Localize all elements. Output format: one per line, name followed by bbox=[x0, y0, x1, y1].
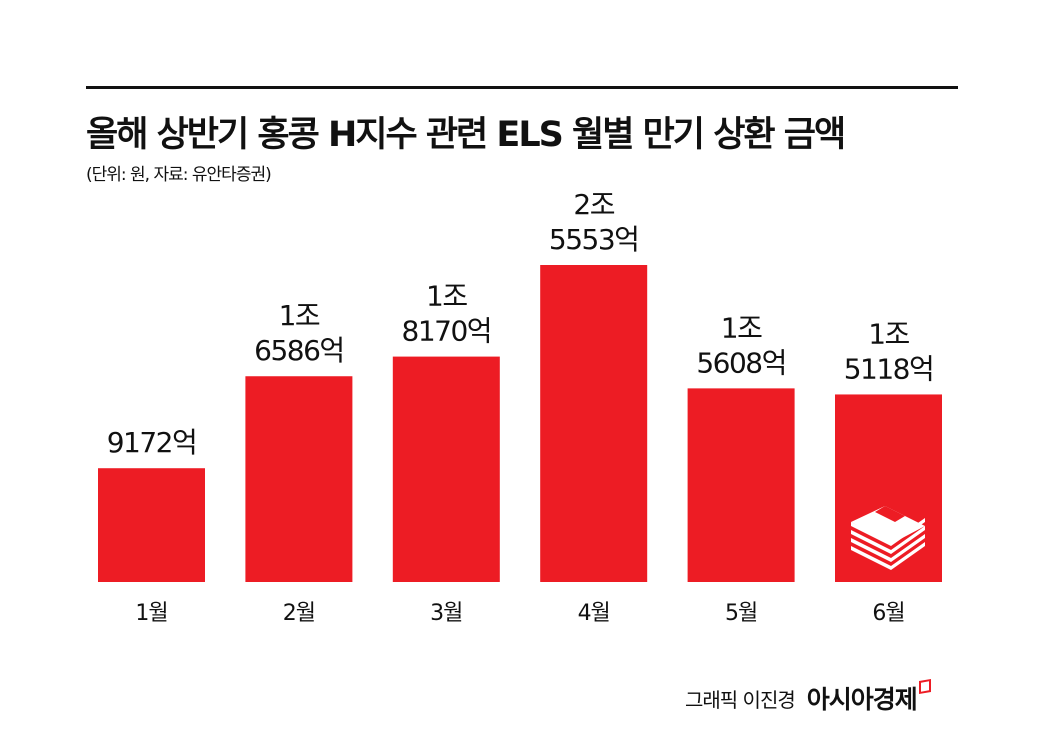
bar-4 bbox=[540, 265, 648, 582]
x-tick-label: 5월 bbox=[725, 601, 757, 626]
x-tick-label: 4월 bbox=[578, 601, 610, 626]
publisher-logo: 아시아경제 bbox=[806, 678, 931, 716]
chart-title: 올해 상반기 홍콩 H지수 관련 ELS 월별 만기 상환 금액 bbox=[86, 115, 846, 155]
logo-mark-icon bbox=[918, 678, 931, 695]
data-label: 5608억 bbox=[696, 346, 786, 379]
money-stack-icon bbox=[851, 506, 925, 570]
bar-3 bbox=[392, 356, 500, 582]
top-rule bbox=[86, 86, 958, 89]
bar-1 bbox=[98, 468, 205, 582]
data-label: 9172억 bbox=[107, 426, 197, 459]
data-label: 1조 bbox=[426, 280, 467, 313]
bar-6 bbox=[835, 394, 942, 582]
data-label: 1조 bbox=[279, 299, 320, 332]
data-label: 2조 bbox=[573, 188, 614, 221]
bar-2 bbox=[245, 376, 353, 582]
x-tick-label: 3월 bbox=[430, 601, 462, 626]
data-label: 5553억 bbox=[549, 223, 639, 256]
data-label: 1조 bbox=[721, 311, 762, 344]
data-label: 6586억 bbox=[254, 334, 344, 367]
data-label: 1조 bbox=[868, 317, 909, 350]
data-label: 5118억 bbox=[844, 352, 934, 385]
data-label: 8170억 bbox=[402, 315, 492, 348]
credit-line: 그래픽 이진경 아시아경제 bbox=[685, 678, 931, 716]
chart-subtitle: (단위: 원, 자료: 유안타증권) bbox=[86, 165, 272, 185]
graphic-credit: 그래픽 이진경 bbox=[685, 687, 796, 712]
logo-text: 아시아경제 bbox=[806, 685, 918, 714]
x-tick-label: 1월 bbox=[135, 601, 167, 626]
bar-5 bbox=[687, 388, 795, 582]
x-tick-label: 2월 bbox=[283, 601, 315, 626]
x-tick-label: 6월 bbox=[872, 601, 904, 626]
